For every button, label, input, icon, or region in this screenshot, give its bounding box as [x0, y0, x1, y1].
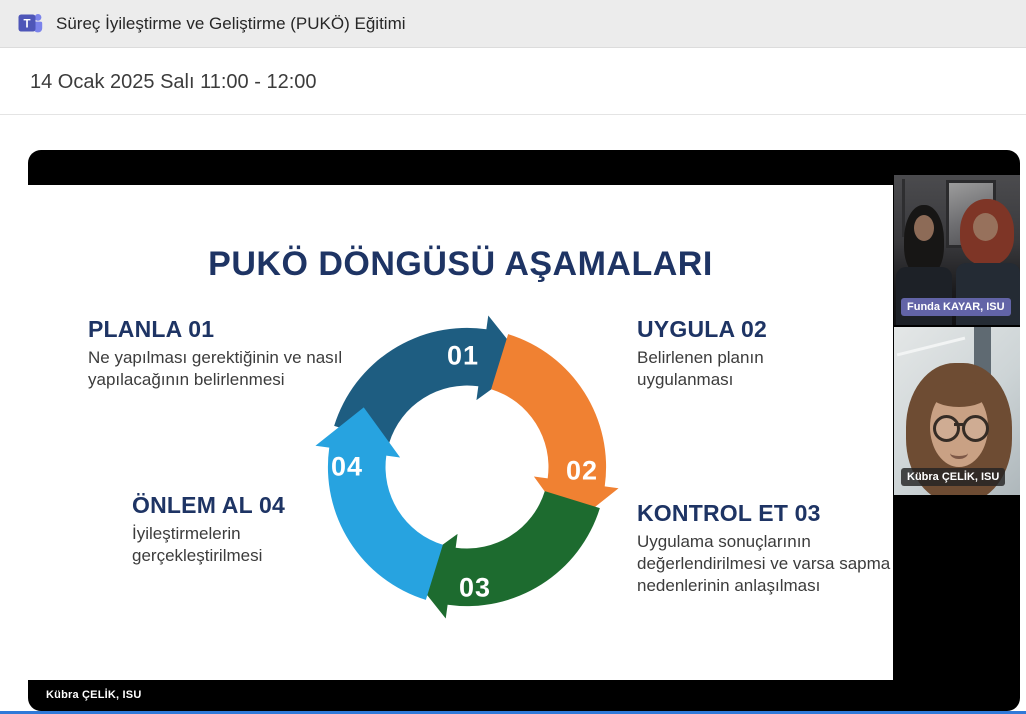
stage-uygula-description: Belirlenen planın uygulanması — [637, 348, 764, 390]
meeting-info-bar: 14 Ocak 2025 Salı 11:00 - 12:00 — [0, 48, 1026, 115]
stage-onlem-description: İyileştirmelerin gerçekleştirilmesi — [132, 524, 263, 566]
glasses-left-lens — [933, 415, 960, 442]
pdca-cycle-diagram: 01 02 03 04 — [308, 302, 626, 632]
cycle-number-04: 04 — [330, 451, 364, 482]
stage-onlem: ÖNLEM AL 04 İyileştirmelerin gerçekleşti… — [132, 492, 352, 567]
video-player[interactable]: PUKÖ DÖNGÜSÜ AŞAMALARI PLANLA 01 Ne yapı… — [28, 150, 1020, 711]
meeting-datetime: 14 Ocak 2025 Salı 11:00 - 12:00 — [30, 71, 317, 93]
shared-slide: PUKÖ DÖNGÜSÜ AŞAMALARI PLANLA 01 Ne yapı… — [28, 185, 893, 680]
cycle-arrow-02 — [491, 334, 619, 527]
person-left-face — [914, 215, 934, 241]
cycle-arrow-01 — [334, 315, 527, 443]
cycle-number-03: 03 — [458, 572, 492, 603]
cycle-number-02: 02 — [565, 455, 599, 486]
participant-tile-kubra[interactable]: Kübra ÇELİK, ISU — [894, 327, 1020, 495]
glasses-right-lens — [962, 415, 989, 442]
coat-rack-shape — [902, 179, 905, 237]
meeting-title: Süreç İyileştirme ve Geliştirme (PUKÖ) E… — [56, 13, 406, 33]
participant-name-badge: Kübra ÇELİK, ISU — [901, 468, 1006, 486]
app-header: T Süreç İyileştirme ve Geliştirme (PUKÖ)… — [0, 0, 1026, 48]
stage-kontrol-description: Uygulama sonuçlarının değerlendirilmesi … — [637, 532, 891, 596]
active-speaker-label: Kübra ÇELİK, ISU — [46, 689, 142, 701]
stage-onlem-heading: ÖNLEM AL 04 — [132, 492, 286, 518]
glasses-bridge — [954, 423, 963, 426]
speaker-fringe — [930, 381, 988, 407]
participant-tile-funda[interactable]: Funda KAYAR, ISU — [894, 175, 1020, 325]
person-right-face — [973, 213, 998, 241]
cycle-number-01: 01 — [446, 340, 480, 371]
stage-uygula: UYGULA 02 Belirlenen planın uygulanması — [637, 316, 827, 391]
stage-planla-description: Ne yapılması gerektiğinin ve nasıl yapıl… — [88, 348, 343, 390]
stage-planla-heading: PLANLA 01 — [88, 316, 215, 342]
cycle-arrow-03 — [407, 491, 600, 619]
stage-uygula-heading: UYGULA 02 — [637, 316, 768, 342]
stage-kontrol-heading: KONTROL ET 03 — [637, 500, 821, 526]
stage-kontrol: KONTROL ET 03 Uygulama sonuçlarının değe… — [637, 500, 899, 597]
participant-name-badge: Funda KAYAR, ISU — [901, 298, 1011, 316]
cycle-arrows-graphic — [315, 315, 619, 619]
progress-bar[interactable] — [0, 711, 1026, 714]
teams-icon: T — [18, 14, 43, 33]
cycle-arrow-04 — [315, 407, 443, 600]
slide-title: PUKÖ DÖNGÜSÜ AŞAMALARI — [208, 245, 713, 283]
svg-text:T: T — [23, 18, 30, 30]
person-left-body — [896, 267, 952, 325]
speaker-smile — [950, 447, 968, 459]
stage-planla: PLANLA 01 Ne yapılması gerektiğinin ve n… — [88, 316, 368, 391]
